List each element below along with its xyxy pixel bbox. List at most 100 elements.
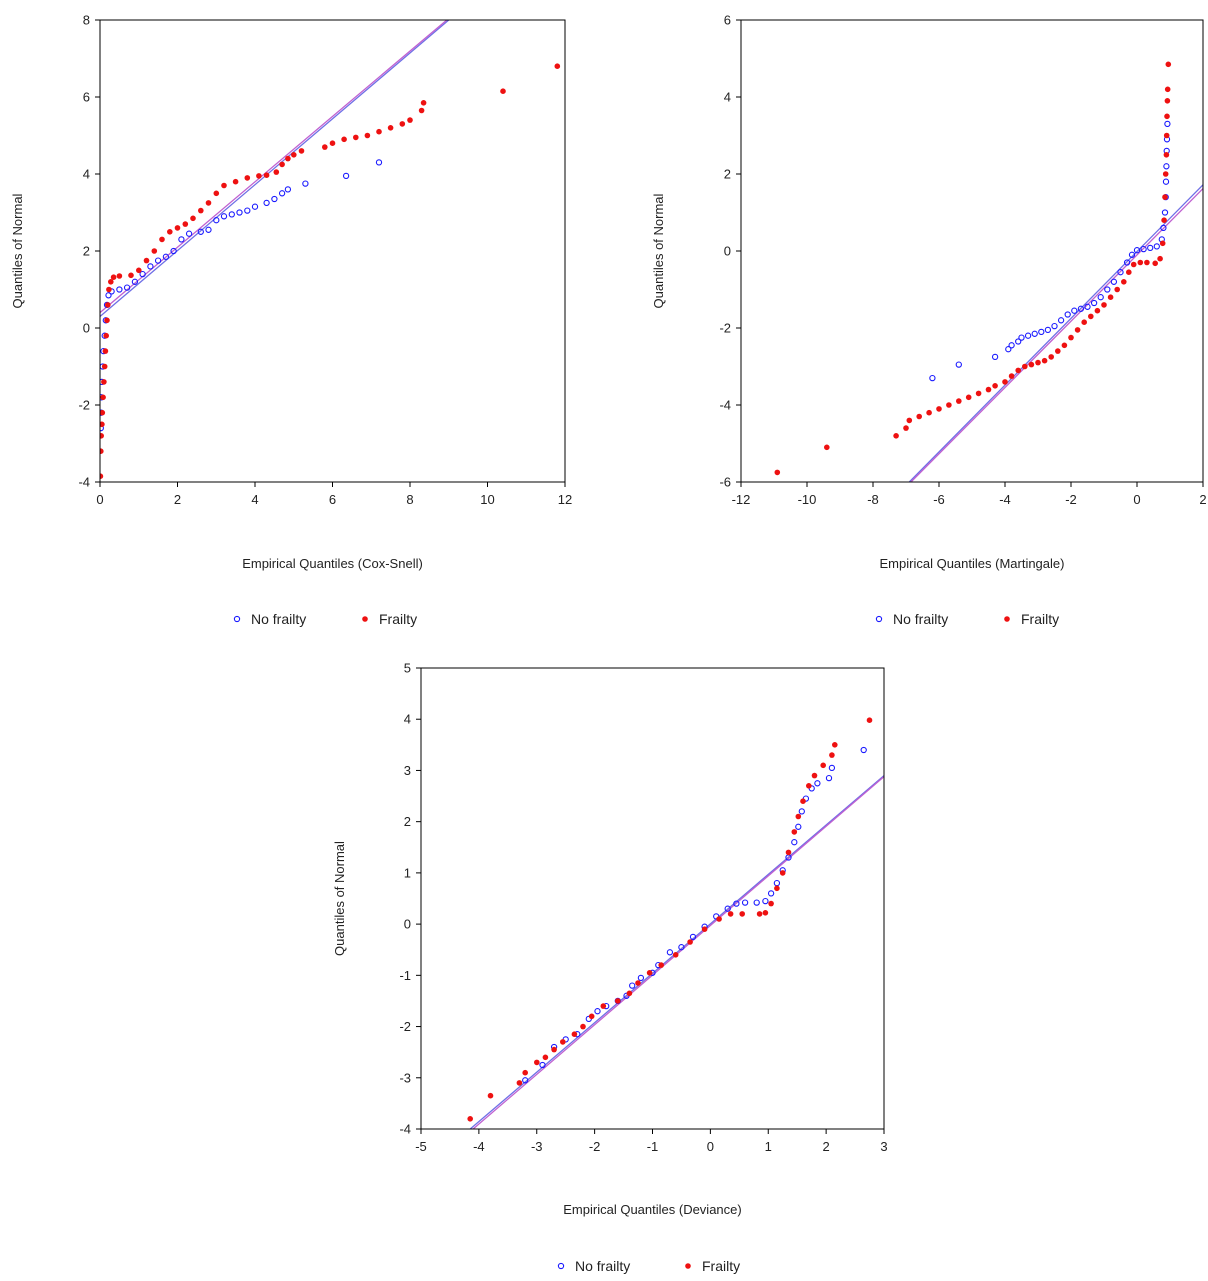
point-frailty — [829, 752, 835, 758]
point-frailty — [1162, 171, 1169, 177]
point-frailty — [820, 762, 826, 769]
point-no-frailty — [1005, 346, 1012, 353]
y-tick-label: 5 — [404, 661, 411, 676]
y-tick-label: -4 — [399, 1122, 411, 1137]
point-frailty — [560, 1039, 566, 1045]
point-no-frailty — [1104, 286, 1111, 293]
x-tick-label: 0 — [1133, 492, 1140, 507]
point-frailty — [1161, 217, 1167, 223]
point-frailty — [322, 144, 328, 150]
point-frailty — [467, 1116, 474, 1122]
marks-layer — [467, 717, 884, 1129]
x-tick-label: 2 — [823, 1139, 830, 1154]
point-frailty — [1163, 132, 1170, 139]
point-no-frailty — [1024, 332, 1032, 339]
y-tick-label: -2 — [399, 1019, 411, 1034]
point-frailty — [1048, 354, 1054, 360]
point-no-frailty — [724, 905, 731, 912]
point-frailty — [779, 870, 786, 876]
point-no-frailty — [1128, 251, 1136, 258]
legend-marker-frailty — [1004, 616, 1010, 622]
point-frailty — [1015, 367, 1021, 374]
point-frailty — [1144, 259, 1150, 266]
point-no-frailty — [1031, 330, 1038, 337]
point-no-frailty — [154, 257, 162, 264]
x-tick-label: 0 — [707, 1139, 714, 1154]
y-tick-label: -4 — [719, 398, 731, 413]
point-no-frailty — [1140, 245, 1147, 253]
y-tick-label: 4 — [724, 90, 731, 105]
point-frailty — [756, 911, 763, 917]
point-frailty — [1094, 307, 1101, 314]
x-tick-label: 8 — [406, 492, 413, 507]
point-no-frailty — [1015, 338, 1022, 345]
y-tick-label: 0 — [724, 244, 731, 259]
point-no-frailty — [991, 353, 999, 361]
point-no-frailty — [1064, 311, 1071, 318]
point-frailty — [522, 1069, 528, 1076]
point-no-frailty — [1110, 278, 1118, 285]
y-ticks: -6 -4 -2 0 2 4 6 — [719, 13, 741, 490]
point-frailty — [739, 911, 745, 917]
point-frailty — [774, 469, 781, 476]
point-no-frailty — [629, 982, 636, 989]
point-no-frailty — [1077, 305, 1085, 312]
point-frailty — [926, 409, 932, 416]
point-no-frailty — [105, 292, 112, 299]
x-axis-label: Empirical Quantiles (Deviance) — [563, 1202, 741, 1217]
y-tick-label: -6 — [719, 475, 731, 490]
point-no-frailty — [689, 933, 697, 941]
point-frailty — [600, 1003, 607, 1009]
point-frailty — [615, 998, 621, 1004]
point-frailty — [420, 100, 427, 106]
point-frailty — [341, 136, 347, 143]
point-no-frailty — [1162, 178, 1170, 185]
point-frailty — [329, 140, 336, 146]
point-frailty — [811, 772, 818, 779]
point-frailty — [687, 939, 693, 945]
point-no-frailty — [342, 172, 350, 180]
point-frailty — [103, 332, 109, 339]
point-no-frailty — [220, 213, 228, 220]
point-frailty — [213, 190, 220, 197]
point-frailty — [800, 798, 806, 804]
y-tick-label: 2 — [404, 814, 411, 829]
point-frailty — [167, 229, 173, 235]
y-ticks: -4 -2 0 2 4 6 8 — [78, 13, 100, 490]
y-axis-label: Quantiles of Normal — [332, 841, 347, 956]
legend: No frailty Frailty — [233, 611, 417, 627]
point-no-frailty — [753, 899, 760, 906]
point-frailty — [985, 386, 992, 393]
point-no-frailty — [375, 159, 383, 166]
point-no-frailty — [773, 879, 781, 887]
point-frailty — [1152, 260, 1158, 267]
point-frailty — [500, 88, 506, 94]
point-no-frailty — [666, 949, 674, 956]
point-no-frailty — [814, 780, 821, 787]
plot-frame — [99, 19, 566, 483]
x-tick-label: -2 — [1065, 492, 1077, 507]
point-frailty — [1081, 319, 1087, 326]
point-frailty — [1164, 113, 1170, 120]
legend-marker-no-frailty — [557, 1262, 565, 1270]
point-no-frailty — [522, 1077, 529, 1084]
reference-line-frailty — [472, 776, 884, 1129]
point-frailty — [672, 952, 679, 958]
chart-martingale: -12 -10 -8 -6 -4 -2 0 2 -6 -4 -2 0 2 4 6 Empirical Qu… — [651, 13, 1207, 628]
point-frailty — [716, 916, 722, 922]
point-no-frailty — [539, 1061, 546, 1069]
point-no-frailty — [1057, 317, 1065, 324]
point-frailty — [418, 107, 425, 114]
point-frailty — [1041, 357, 1048, 364]
legend-label-frailty: Frailty — [702, 1258, 740, 1274]
point-frailty — [727, 911, 734, 917]
reference-line-frailty — [910, 188, 1203, 482]
chart-deviance: -5 -4 -3 -2 -1 0 1 2 3 -4 -3 -2 -1 0 1 2 3 4 5 Empirical … — [332, 661, 888, 1275]
point-frailty — [551, 1046, 557, 1053]
point-frailty — [256, 173, 262, 179]
point-frailty — [105, 302, 111, 308]
x-tick-label: 2 — [174, 492, 181, 507]
point-frailty — [1008, 373, 1015, 379]
point-no-frailty — [825, 774, 833, 782]
point-frailty — [824, 444, 830, 451]
